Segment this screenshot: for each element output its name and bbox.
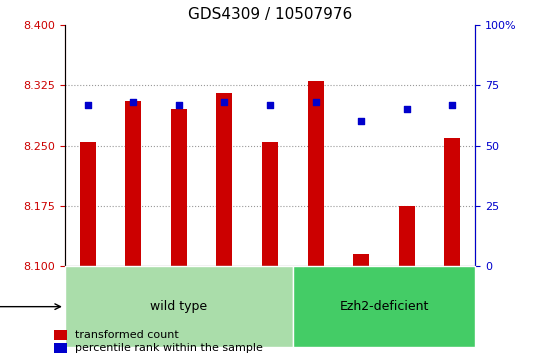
Bar: [65, 266, 293, 347]
Bar: [293, 266, 475, 347]
Bar: [79, 142, 96, 267]
Bar: [308, 81, 323, 267]
Bar: [262, 142, 278, 267]
Bar: [125, 101, 141, 267]
Point: [311, 99, 320, 105]
Point: [129, 99, 138, 105]
Bar: [54, 343, 68, 353]
Bar: [217, 93, 232, 267]
Point: [448, 102, 457, 107]
Title: GDS4309 / 10507976: GDS4309 / 10507976: [188, 7, 352, 22]
Bar: [399, 206, 415, 267]
Text: Ezh2-deficient: Ezh2-deficient: [339, 300, 429, 313]
Bar: [353, 254, 369, 267]
Text: percentile rank within the sample: percentile rank within the sample: [75, 343, 262, 353]
Bar: [444, 138, 461, 267]
Point: [357, 119, 366, 124]
Point: [83, 102, 92, 107]
Point: [266, 102, 274, 107]
Point: [174, 102, 183, 107]
Bar: [171, 109, 187, 267]
Point: [402, 107, 411, 112]
Text: transformed count: transformed count: [75, 330, 179, 340]
Bar: [54, 330, 68, 340]
Point: [220, 99, 229, 105]
Text: wild type: wild type: [150, 300, 207, 313]
